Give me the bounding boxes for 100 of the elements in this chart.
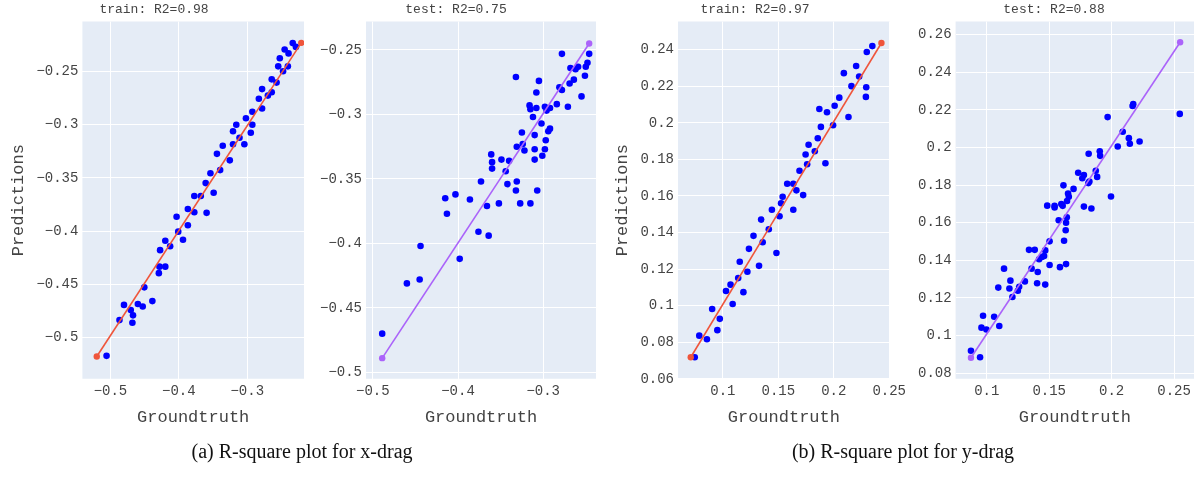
point (755, 262, 763, 270)
point (207, 170, 214, 177)
point (789, 206, 797, 214)
y-tick-label: −0.35 (319, 170, 363, 187)
x-tick-label: 0.2 (1099, 382, 1125, 399)
y-axis-title: Predictions (612, 144, 632, 257)
point (729, 300, 736, 308)
point (817, 123, 825, 131)
point (745, 245, 753, 253)
point (258, 105, 266, 112)
x-tick-label: 0.2 (821, 382, 847, 399)
x-tick-label: −0.5 (93, 382, 128, 399)
point (708, 305, 716, 313)
y-tick-label: 0.24 (640, 41, 675, 58)
point (736, 258, 744, 266)
point (863, 48, 871, 56)
y-tick-label: 0.16 (640, 187, 675, 204)
point (173, 213, 180, 221)
point (285, 50, 292, 57)
point (155, 269, 163, 277)
point (816, 105, 823, 113)
point (229, 127, 237, 135)
point (162, 263, 169, 270)
chart-title: test: R2=0.75 (405, 2, 507, 18)
point (232, 121, 240, 129)
point (203, 209, 210, 217)
point (93, 353, 100, 360)
x-axis-title: Groundtruth (727, 408, 840, 428)
point (162, 237, 169, 244)
y-tick-label: 0.2 (926, 139, 952, 156)
y-tick-label: −0.45 (36, 275, 79, 292)
y-tick-label: 0.08 (918, 364, 952, 381)
point (210, 189, 217, 197)
point (796, 167, 803, 175)
y-axis-title: Predictions (8, 144, 28, 257)
x-tick-label: −0.4 (162, 382, 196, 399)
point (120, 301, 128, 309)
point (703, 336, 711, 343)
x-tick-label: −0.3 (526, 382, 560, 399)
y-tick-label: 0.14 (918, 252, 952, 269)
y-tick-label: 0.22 (640, 78, 675, 95)
y-tick-label: 0.26 (918, 26, 952, 43)
point (281, 46, 288, 53)
point (869, 42, 876, 50)
point (179, 236, 187, 244)
y-tick-label: 0.24 (918, 64, 952, 81)
point (862, 93, 870, 101)
x-tick-label: −0.3 (230, 382, 265, 399)
y-tick-label: 0.16 (918, 214, 952, 231)
y-tick-label: −0.35 (36, 169, 79, 186)
point (129, 319, 136, 327)
x-axis-title: Groundtruth (424, 408, 538, 428)
x-tick-label: 0.25 (1157, 382, 1191, 399)
y-tick-label: 0.2 (648, 114, 675, 131)
point (805, 141, 812, 149)
y-tick-label: 0.1 (926, 327, 952, 344)
point (852, 62, 860, 70)
y-tick-label: 0.08 (640, 333, 675, 350)
point (793, 187, 800, 194)
point (226, 157, 234, 164)
point (862, 83, 870, 91)
y-tick-label: −0.4 (328, 235, 363, 252)
point (716, 315, 724, 323)
y-tick-label: 0.22 (918, 101, 952, 118)
y-tick-label: −0.25 (36, 63, 79, 80)
x-axis-title: Groundtruth (1018, 408, 1131, 428)
point (773, 249, 780, 257)
point (714, 326, 721, 334)
point (103, 352, 110, 360)
point (156, 263, 163, 270)
point (845, 113, 852, 121)
x-tick-label: 0.15 (1032, 382, 1067, 399)
point (799, 191, 807, 199)
y-tick-label: −0.5 (328, 364, 363, 381)
point (814, 134, 822, 142)
point (255, 95, 263, 103)
point (835, 94, 843, 101)
chart-title: train: R2=0.98 (99, 2, 209, 18)
x-axis-title: Groundtruth (137, 408, 250, 428)
point (276, 54, 284, 62)
point (241, 140, 248, 148)
y-tick-label: −0.4 (44, 222, 79, 239)
chart-title: test: R2=0.88 (1003, 2, 1105, 18)
point (779, 193, 786, 201)
point (740, 288, 747, 296)
point (139, 303, 147, 310)
x-tick-label: 0.1 (710, 382, 736, 399)
x-tick-label: 0.15 (761, 382, 796, 399)
point (249, 121, 256, 129)
point (202, 179, 209, 187)
point (156, 246, 164, 254)
point (822, 159, 829, 167)
point (184, 221, 192, 229)
point (219, 142, 227, 150)
point (750, 232, 757, 240)
point (757, 216, 765, 223)
y-tick-label: 0.18 (640, 151, 675, 168)
y-tick-label: 0.14 (640, 224, 675, 241)
y-tick-label: 0.12 (640, 260, 675, 277)
point (184, 205, 192, 213)
